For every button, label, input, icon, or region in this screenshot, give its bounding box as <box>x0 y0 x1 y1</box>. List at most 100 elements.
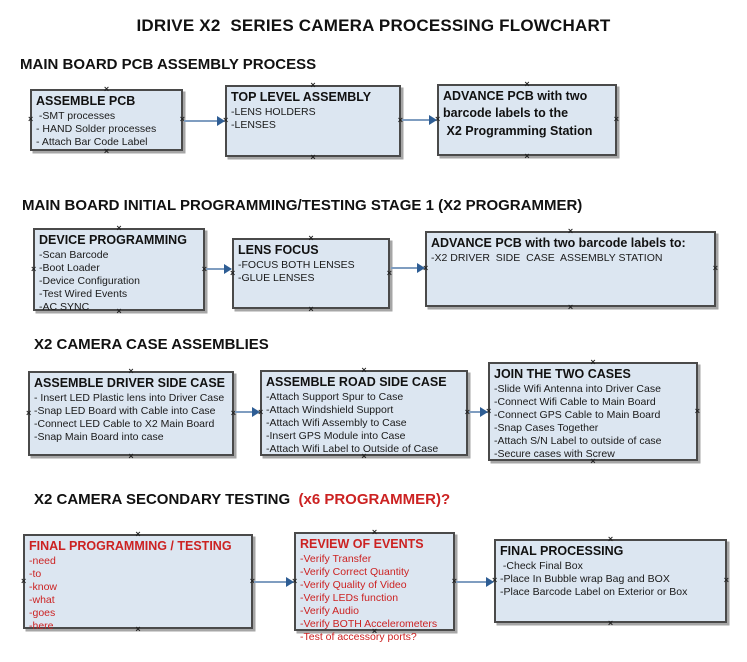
arrow-head-icon <box>429 115 437 125</box>
flow-arrow <box>469 406 488 418</box>
box-line: -GLUE LENSES <box>238 272 315 285</box>
box-line: -Test Wired Events <box>39 288 128 301</box>
anchor-icon: × <box>308 304 314 314</box>
flow-box-final-processing[interactable]: × × × × FINAL PROCESSING -Check Final Box -P… <box>492 535 729 628</box>
anchor-icon: × <box>26 407 32 418</box>
box-line: -Attach Windshield Support <box>266 404 394 417</box>
flow-box-lens-focus[interactable]: × × × × LENS FOCUS -FOCUS BOTH LENSES -GLUE … <box>230 234 392 314</box>
box-lines: -Attach Support Spur to Case -Attach Wind… <box>266 391 462 456</box>
arrow-line <box>235 411 254 413</box>
arrow-line <box>456 581 488 583</box>
box-line: - HAND Solder processes <box>36 123 157 136</box>
anchor-icon: × <box>31 263 37 274</box>
anchor-icon: × <box>613 114 619 125</box>
box-line: -Attach Wifi Assembly to Case <box>266 417 407 430</box>
box-line: -AC SYNC <box>39 301 90 314</box>
box-line: -Place In Bubble wrap Bag and BOX <box>500 573 670 586</box>
flow-box-device-programming[interactable]: × × × × DEVICE PROGRAMMING -Scan Barcode -Bo… <box>31 224 207 316</box>
box-title: REVIEW OF EVENTS <box>300 537 424 551</box>
anchor-icon: × <box>712 263 718 274</box>
flow-box-advance-pcb-driver-side-station[interactable]: × × × × ADVANCE PCB with two barcode labels… <box>423 227 718 312</box>
flow-arrow <box>402 114 437 126</box>
box-line: -Connect LED Cable to X2 Main Board <box>34 418 215 431</box>
arrow-line <box>391 267 419 269</box>
box-lines: -SMT processes - HAND Solder processes - A… <box>36 110 177 149</box>
anchor-icon: × <box>128 451 134 461</box>
box-line: -LENSES <box>231 119 276 132</box>
anchor-icon: × <box>524 151 530 161</box>
arrow-head-icon <box>286 577 294 587</box>
section-header-secondary-testing: X2 CAMERA SECONDARY TESTING (x6 PROGRAMM… <box>34 491 450 508</box>
box-line: -goes <box>29 607 56 620</box>
box-line: -know <box>29 581 58 594</box>
box-line: -Boot Loader <box>39 262 100 275</box>
section-header-pcb-assembly: MAIN BOARD PCB ASSEMBLY PROCESS <box>20 56 316 73</box>
box-title: ASSEMBLE DRIVER SIDE CASE <box>34 376 226 390</box>
section-header-text: MAIN BOARD PCB ASSEMBLY PROCESS <box>20 56 317 73</box>
box-line: -Verify BOTH Accelerometers <box>300 618 438 631</box>
arrow-line <box>184 120 219 122</box>
flow-box-join-the-two-cases[interactable]: × × × × JOIN THE TWO CASES -Slide Wifi Ante… <box>486 358 700 466</box>
box-lines: -Verify Transfer -Verify Correct Quantity… <box>300 553 449 644</box>
box-line: -Slide Wifi Antenna into Driver Case <box>494 383 661 396</box>
anchor-icon: × <box>694 405 700 416</box>
box-line: -Connect Wifi Cable to Main Board <box>494 396 656 409</box>
anchor-icon: × <box>723 575 729 586</box>
flow-arrow <box>235 406 260 418</box>
box-title: DEVICE PROGRAMMING <box>39 233 187 247</box>
box-line: -what <box>29 594 55 607</box>
box-line: -Device Configuration <box>39 275 140 288</box>
arrow-head-icon <box>252 407 260 417</box>
box-line: -Snap Cases Together <box>494 422 599 435</box>
box-line: -FOCUS BOTH LENSES <box>238 259 355 272</box>
box-lines: - Insert LED Plastic lens into Driver Ca… <box>34 392 228 444</box>
box-line: -Attach S/N Label to outside of case <box>494 435 662 448</box>
box-title: FINAL PROCESSING <box>500 544 624 558</box>
box-line: -Verify Correct Quantity <box>300 566 410 579</box>
flow-box-assemble-driver-side-case[interactable]: × × × × ASSEMBLE DRIVER SIDE CASE - Insert … <box>26 367 236 461</box>
box-title: ADVANCE PCB with two barcode labels to: <box>431 236 686 250</box>
box-lines: -FOCUS BOTH LENSES -GLUE LENSES <box>238 259 384 285</box>
box-line: -Verify Audio <box>300 605 359 618</box>
box-line: -Test of accessory ports? <box>300 631 417 644</box>
flow-box-final-programming-testing[interactable]: × × × × FINAL PROGRAMMING / TESTING -need -t… <box>21 530 255 634</box>
flow-box-advance-pcb-programming-station[interactable]: × × × × ADVANCE PCB with two barcode labels… <box>435 80 619 161</box>
arrow-head-icon <box>224 264 232 274</box>
section-header-text: MAIN BOARD INITIAL PROGRAMMING/TESTING S… <box>22 197 583 214</box>
arrow-line <box>469 411 482 413</box>
box-line: -Verify LEDs function <box>300 592 399 605</box>
flow-box-assemble-road-side-case[interactable]: × × × × ASSEMBLE ROAD SIDE CASE -Attach Sup… <box>258 366 470 461</box>
flow-arrow <box>206 263 232 275</box>
box-title: LENS FOCUS <box>238 243 319 257</box>
section-header-initial-programming: MAIN BOARD INITIAL PROGRAMMING/TESTING S… <box>22 197 582 214</box>
box-line: -Scan Barcode <box>39 249 109 262</box>
box-line: -Snap LED Board with Cable into Case <box>34 405 216 418</box>
box-lines: -need -to -know -what -goes -here <box>29 555 247 633</box>
arrow-line <box>254 581 288 583</box>
box-line: - Insert LED Plastic lens into Driver Ca… <box>34 392 225 405</box>
page-title: IDRIVE X2 SERIES CAMERA PROCESSING FLOWC… <box>136 16 611 35</box>
box-line: -Verify Transfer <box>300 553 372 566</box>
box-lines: -X2 DRIVER SIDE CASE ASSEMBLY STATION <box>431 252 710 265</box>
box-line: - Attach Bar Code Label <box>36 136 148 149</box>
box-line: -X2 DRIVER SIDE CASE ASSEMBLY STATION <box>431 252 663 265</box>
flow-box-assemble-pcb[interactable]: × × × × ASSEMBLE PCB -SMT processes - HAND S… <box>28 85 185 156</box>
flow-box-top-level-assembly[interactable]: × × × × TOP LEVEL ASSEMBLY -LENS HOLDERS -LE… <box>223 81 403 162</box>
flow-arrow <box>254 576 294 588</box>
box-line: -Secure cases with Screw <box>494 448 615 461</box>
anchor-icon: × <box>310 152 316 162</box>
box-line: -need <box>29 555 56 568</box>
flow-arrow <box>391 262 425 274</box>
box-title: TOP LEVEL ASSEMBLY <box>231 90 372 104</box>
anchor-icon: × <box>567 302 574 312</box>
box-line: -LENS HOLDERS <box>231 106 316 119</box>
box-lines: -Scan Barcode -Boot Loader -Device Configu… <box>39 249 199 314</box>
anchor-icon: × <box>21 575 27 586</box>
flow-box-review-of-events[interactable]: × × × × REVIEW OF EVENTS -Verify Transfer -V… <box>292 528 457 644</box>
box-line: -Attach Wifi Label to Outside of Case <box>266 443 439 456</box>
arrow-head-icon <box>217 116 225 126</box>
arrow-line <box>402 119 431 121</box>
arrow-head-icon <box>480 407 488 417</box>
box-title: ASSEMBLE PCB <box>36 94 136 108</box>
